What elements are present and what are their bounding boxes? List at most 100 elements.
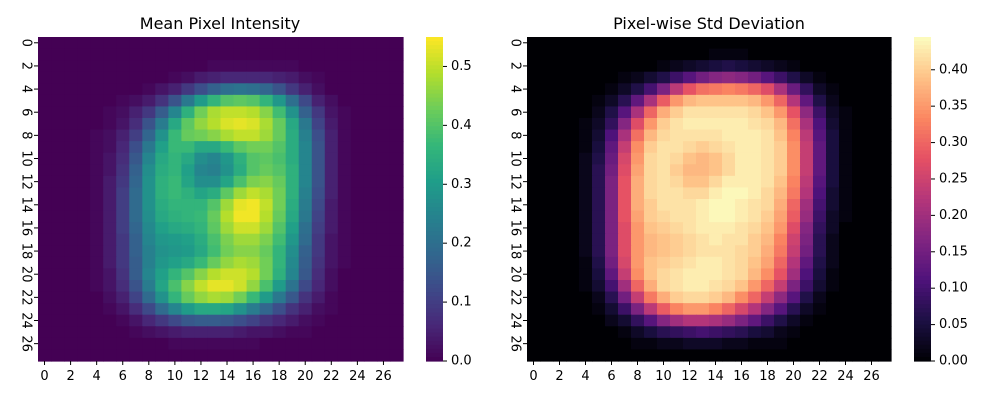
heatmap-cell [592, 71, 606, 84]
heatmap-cell [566, 291, 580, 304]
colorbar-segment [426, 304, 443, 309]
heatmap-cell [813, 291, 827, 304]
heatmap-cell [337, 199, 352, 212]
heatmap-cell [51, 141, 65, 154]
heatmap-cell [155, 280, 169, 293]
heatmap-cell [761, 48, 775, 61]
heatmap-cell [103, 152, 117, 165]
heatmap-cell [761, 199, 775, 212]
heatmap-cell [38, 48, 52, 61]
colorbar-tick-label: 0.0 [451, 354, 472, 369]
heatmap-cell [116, 245, 130, 258]
heatmap-cell [168, 118, 182, 131]
heatmap-cell [311, 141, 326, 154]
heatmap-cell [735, 129, 749, 142]
heatmap-cell [181, 152, 196, 165]
heatmap-cell [324, 349, 339, 362]
heatmap-cell [142, 175, 156, 189]
x-tick-label: 8 [633, 369, 641, 384]
heatmap-cell [657, 83, 671, 96]
heatmap-cell [376, 349, 391, 362]
colorbar-segment [426, 134, 443, 139]
heatmap-cell [116, 210, 130, 223]
heatmap-cell [618, 349, 632, 362]
heatmap-cell [735, 256, 749, 270]
heatmap-cell [168, 71, 182, 84]
heatmap-cell [696, 141, 710, 154]
heatmap-cell [839, 83, 853, 96]
heatmap-cell [259, 94, 274, 108]
heatmap-cell [865, 164, 879, 177]
heatmap-cell [592, 349, 606, 362]
heatmap-cell [129, 268, 143, 281]
heatmap-cell [683, 60, 697, 73]
heatmap-cell [246, 233, 261, 246]
colorbar-segment [914, 142, 931, 147]
heatmap-cell [631, 83, 645, 96]
heatmap-cell [722, 71, 736, 84]
heatmap-cell [324, 129, 339, 142]
heatmap-cell [194, 349, 209, 362]
heatmap-cell [748, 187, 762, 200]
heatmap-cell [579, 152, 593, 165]
heatmap-cell [298, 245, 313, 258]
heatmap-cell [389, 83, 404, 96]
colorbar-segment [426, 93, 443, 99]
heatmap-cell [878, 291, 892, 304]
heatmap-cell [878, 314, 892, 327]
colorbar-segment [914, 223, 931, 228]
colorbar-segment [914, 134, 931, 139]
heatmap-cell [363, 326, 378, 339]
heatmap-cell [878, 152, 892, 165]
heatmap-cell [233, 118, 248, 131]
heatmap-cell [272, 291, 287, 304]
std-deviation-chart: Pixel-wise Std Deviation 0 2 4 6 8 10 12 14 16 18… [508, 14, 968, 384]
heatmap-cell [298, 256, 313, 270]
heatmap-cell [207, 175, 222, 189]
heatmap-cell [540, 94, 554, 108]
heatmap-cell [631, 337, 645, 351]
heatmap-cell [826, 222, 840, 235]
heatmap-cell [207, 83, 222, 96]
heatmap-cell [878, 199, 892, 212]
heatmap-cell [298, 210, 313, 223]
heatmap-cell [90, 233, 104, 246]
heatmap-cell [748, 152, 762, 165]
heatmap-cell [813, 83, 827, 96]
heatmap-cell [813, 210, 827, 223]
heatmap-cell [155, 83, 169, 96]
heatmap-cell [878, 280, 892, 293]
heatmap-cell [865, 83, 879, 96]
heatmap-cell [878, 268, 892, 281]
heatmap-cell [579, 83, 593, 96]
heatmap-cell [350, 268, 365, 281]
heatmap-cell [350, 314, 365, 327]
heatmap-cell [77, 280, 91, 293]
heatmap-cell [657, 303, 671, 316]
heatmap-cell [77, 210, 91, 223]
heatmap-cell [592, 222, 606, 235]
heatmap-cell [142, 141, 156, 154]
heatmap-cell [748, 314, 762, 327]
heatmap-cell [376, 106, 391, 119]
heatmap-cell [761, 83, 775, 96]
heatmap-cell [839, 210, 853, 223]
colorbar-segment [426, 288, 443, 293]
heatmap-cell [285, 187, 300, 200]
heatmap-cell [194, 256, 209, 270]
heatmap-cell [540, 314, 554, 327]
heatmap-cell [272, 222, 287, 235]
heatmap-cell [64, 314, 78, 327]
heatmap-cell [644, 71, 658, 84]
heatmap-cell [142, 199, 156, 212]
heatmap-cell [839, 94, 853, 108]
heatmap-cell [540, 210, 554, 223]
heatmap-cell [592, 199, 606, 212]
heatmap-cell [142, 83, 156, 96]
heatmap-cell [389, 314, 404, 327]
heatmap-cell [272, 141, 287, 154]
y-tick-label: 12 [508, 173, 523, 190]
heatmap-cell [168, 349, 182, 362]
heatmap-cell [90, 256, 104, 270]
heatmap-cell [298, 268, 313, 281]
